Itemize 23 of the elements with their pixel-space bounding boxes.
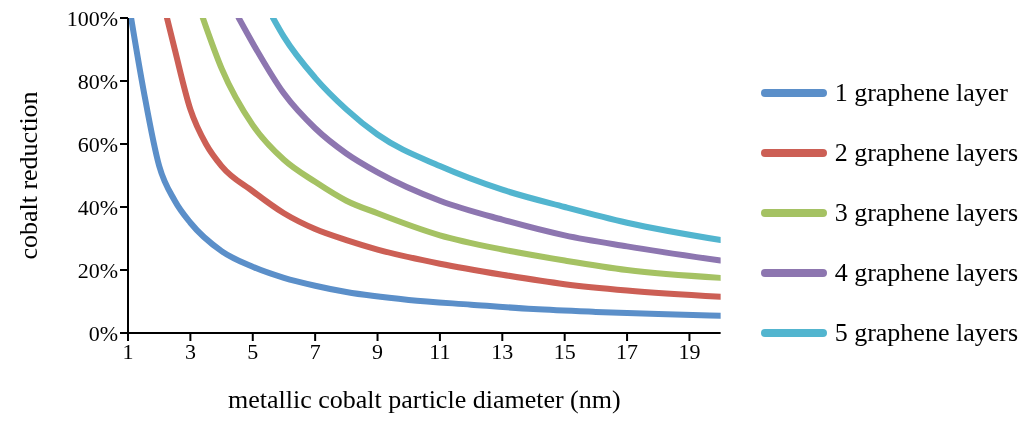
x-tick-label: 11 [429,338,451,364]
y-tick-label: 40% [77,194,118,220]
x-tick-label: 5 [247,338,259,364]
legend-label: 1 graphene layer [834,78,1008,108]
legend-label: 3 graphene layers [834,198,1018,228]
x-axis-title: metallic cobalt particle diameter (nm) [227,385,621,414]
x-tick-label: 1 [122,338,134,364]
x-tick-label: 17 [616,338,639,364]
legend-label: 5 graphene layers [834,318,1018,348]
x-tick-label: 19 [678,338,701,364]
y-tick-label: 60% [77,131,118,157]
legend-label: 4 graphene layers [834,258,1018,288]
x-tick-label: 7 [309,338,321,364]
y-tick-label: 0% [88,320,118,346]
y-tick-label: 100% [66,5,118,31]
x-tick-label: 9 [372,338,384,364]
x-tick-label: 15 [553,338,576,364]
y-tick-label: 80% [77,68,118,94]
x-tick-label: 3 [184,338,196,364]
legend-label: 2 graphene layers [834,138,1018,168]
y-tick-label: 20% [77,257,118,283]
x-tick-label: 13 [491,338,514,364]
y-axis-title: cobalt reduction [14,91,44,260]
